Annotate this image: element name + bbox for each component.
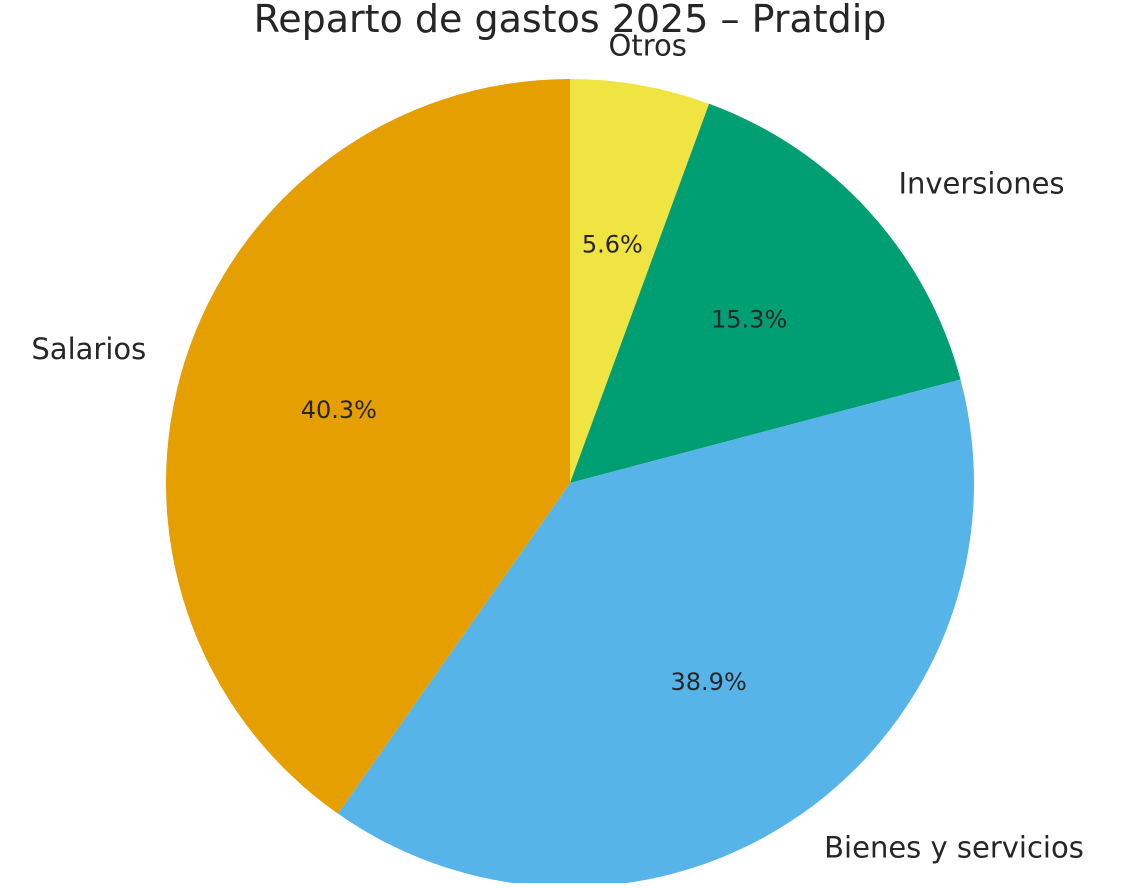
pie-slice-otros: [570, 79, 710, 483]
pct-label-bienes-y-servicios: 38.9%: [671, 668, 747, 696]
slice-label-inversiones: Inversiones: [898, 167, 1064, 201]
pct-label-inversiones: 15.3%: [711, 306, 787, 334]
pie-slice-bienes-y-servicios: [337, 379, 974, 887]
pie-labels: 5.6% Otros 15.3% Inversiones 38.9% Bienes y s…: [31, 28, 1083, 864]
slice-label-salarios: Salarios: [31, 332, 146, 366]
pct-label-otros: 5.6%: [582, 230, 643, 258]
pie-slice-salarios: [166, 78, 570, 814]
chart-title: Reparto de gastos 2025 – Pratdip: [254, 0, 887, 41]
slice-label-otros: Otros: [609, 28, 687, 62]
pie-slices: [166, 78, 974, 887]
pct-label-salarios: 40.3%: [301, 396, 377, 424]
slice-label-bienes-y-servicios: Bienes y servicios: [824, 831, 1084, 865]
pie-slice-inversiones: [570, 103, 961, 483]
